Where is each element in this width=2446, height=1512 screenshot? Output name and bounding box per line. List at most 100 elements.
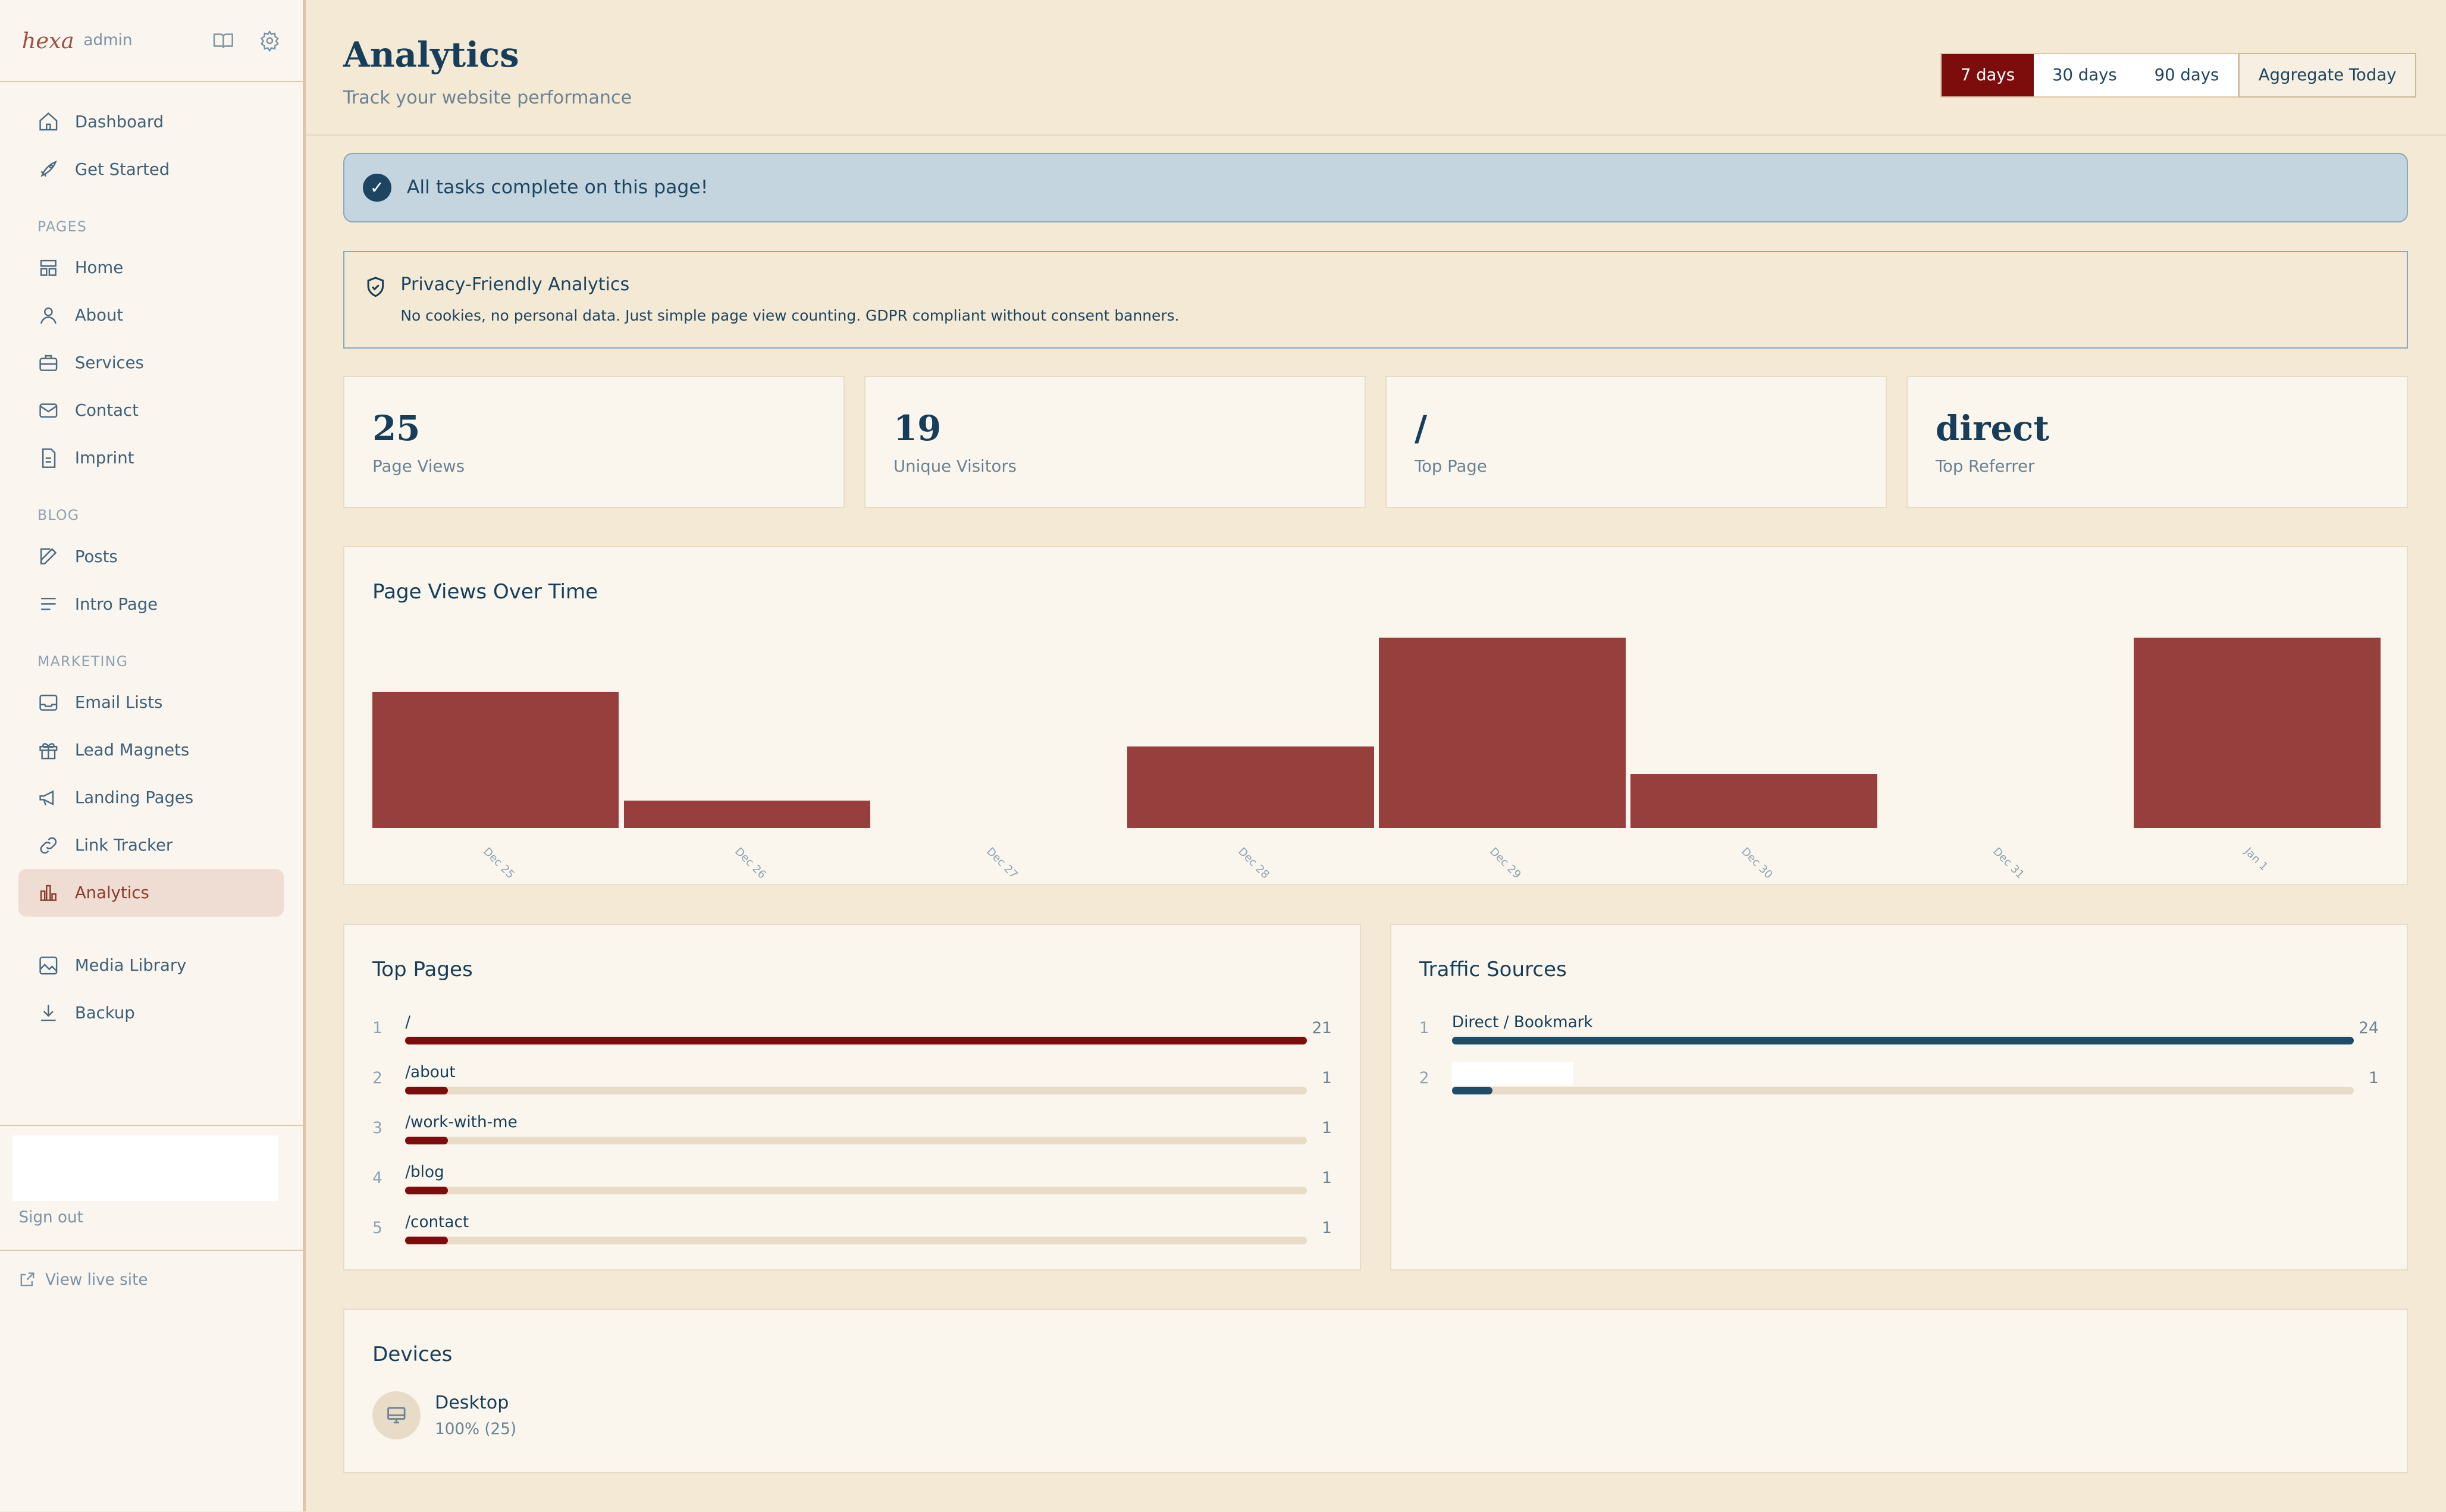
tasks-complete-banner: ✓ All tasks complete on this page! <box>343 153 2408 222</box>
sidebar-item-label: Services <box>74 353 144 373</box>
progress-track <box>405 1087 1307 1095</box>
download-icon <box>41 1005 56 1021</box>
sidebar-item-landing-pages[interactable]: Landing Pages <box>18 774 284 821</box>
rank: 1 <box>1419 1019 1429 1038</box>
sidebar-item-posts[interactable]: Posts <box>18 533 284 581</box>
sidebar-item-label: Link Tracker <box>74 836 173 855</box>
view-live-site-link[interactable]: View live site <box>0 1249 303 1309</box>
row-count: 1 <box>1322 1069 1332 1088</box>
row-label: /about <box>405 1063 456 1081</box>
view-live-label: View live site <box>45 1271 148 1289</box>
logo[interactable]: hexa <box>21 27 74 54</box>
stat-value: direct <box>1935 408 2049 449</box>
x-tick-label: Dec 26 <box>732 845 769 882</box>
list-row[interactable]: 4/blog 1 <box>372 1163 1332 1213</box>
gear-icon[interactable] <box>259 30 281 52</box>
layout-icon <box>40 259 57 276</box>
shield-check-icon <box>367 276 384 297</box>
x-tick-label: Dec 25 <box>480 845 517 882</box>
rank: 2 <box>372 1069 382 1088</box>
book-icon[interactable] <box>212 30 234 52</box>
gift-icon <box>39 743 58 760</box>
row-count: 24 <box>2359 1019 2379 1038</box>
rank: 3 <box>372 1119 382 1138</box>
sidebar-item-email-lists[interactable]: Email Lists <box>18 679 284 727</box>
sidebar-item-label: Get Started <box>74 159 170 179</box>
main: Analytics Track your website performance… <box>306 0 2446 1511</box>
sidebar-item-media-library[interactable]: Media Library <box>18 942 284 989</box>
bar-dec-29 <box>1379 637 1626 828</box>
range-7-days[interactable]: 7 days <box>1942 54 2034 96</box>
progress-fill <box>1451 1037 2354 1045</box>
sidebar-item-label: Landing Pages <box>74 788 194 808</box>
stat-card: 25 Page Views <box>343 376 845 508</box>
stat-label: Top Page <box>1414 456 1487 476</box>
x-tick-label: Dec 31 <box>1990 845 2027 882</box>
file-icon <box>42 448 56 468</box>
megaphone-icon <box>39 790 54 806</box>
progress-fill <box>405 1237 449 1245</box>
sidebar-item-label: Analytics <box>74 883 149 903</box>
sidebar-item-get-started[interactable]: Get Started <box>18 146 284 193</box>
sidebar-item-analytics[interactable]: Analytics <box>18 869 284 917</box>
sidebar-item-backup[interactable]: Backup <box>18 989 284 1037</box>
progress-track <box>405 1137 1307 1145</box>
sidebar-item-about[interactable]: About <box>18 291 284 339</box>
sidebar-item-dashboard[interactable]: Dashboard <box>18 98 284 146</box>
sidebar-item-label: Dashboard <box>74 112 164 131</box>
bar-dec-30 <box>1630 773 1877 828</box>
privacy-notice: Privacy-Friendly Analytics No cookies, n… <box>343 251 2408 349</box>
sidebar-item-contact[interactable]: Contact <box>18 387 284 434</box>
sidebar-item-label: Lead Magnets <box>74 741 190 760</box>
section-heading: BLOG <box>37 507 80 524</box>
device-name: Desktop <box>435 1392 509 1414</box>
sidebar-item-link-tracker[interactable]: Link Tracker <box>18 821 284 869</box>
range-90-days[interactable]: 90 days <box>2154 65 2219 85</box>
lines-icon <box>41 598 56 611</box>
section-heading: MARKETING <box>37 653 128 670</box>
list-row[interactable]: 1 / 21 <box>372 1014 1332 1064</box>
row-label: /blog <box>405 1163 444 1181</box>
sidebar-item-label: Home <box>74 258 124 278</box>
sidebar-item-lead-magnets[interactable]: Lead Magnets <box>18 726 284 774</box>
range-selector: 7 days 30 days 90 days <box>1940 53 2239 98</box>
aggregate-today-button[interactable]: Aggregate Today <box>2238 53 2416 98</box>
page-subtitle: Track your website performance <box>343 87 632 108</box>
stat-card: 19 Unique Visitors <box>864 376 1366 508</box>
list-row[interactable]: 3/work-with-me 1 <box>372 1113 1332 1163</box>
bar-jan-1 <box>2134 637 2381 828</box>
row-label: /work-with-me <box>405 1113 518 1131</box>
progress-fill <box>405 1137 449 1145</box>
sidebar-item-services[interactable]: Services <box>18 339 284 387</box>
row-count: 1 <box>1322 1119 1332 1138</box>
row-count: 1 <box>1322 1219 1332 1238</box>
rank: 2 <box>1419 1069 1429 1088</box>
stat-value: 25 <box>372 408 421 449</box>
sidebar-item-label: Email Lists <box>74 693 163 713</box>
sidebar-item-imprint[interactable]: Imprint <box>18 434 284 482</box>
section-heading: PAGES <box>37 218 87 235</box>
rank: 5 <box>372 1219 382 1238</box>
banner-text: All tasks complete on this page! <box>406 177 708 199</box>
list-row[interactable]: 5/contact 1 <box>372 1213 1332 1263</box>
sign-out-link[interactable]: Sign out <box>18 1208 83 1226</box>
sidebar-item-intro-page[interactable]: Intro Page <box>18 581 284 628</box>
edit-icon <box>40 548 57 565</box>
stat-value: / <box>1414 408 1428 449</box>
mail-icon <box>39 403 58 418</box>
chart-icon <box>40 884 57 901</box>
row-label: / <box>405 1013 411 1031</box>
list-row[interactable]: 1 Direct / Bookmark 24 <box>1419 1014 2379 1064</box>
link-icon <box>40 837 57 854</box>
list-row[interactable]: 2/about 1 <box>372 1064 1332 1113</box>
range-30-days[interactable]: 30 days <box>2052 65 2117 85</box>
bar-dec-25 <box>372 692 619 828</box>
stat-card: direct Top Referrer <box>1906 376 2408 508</box>
brand: hexa admin <box>0 0 303 83</box>
progress-track <box>405 1237 1307 1245</box>
stat-card: / Top Page <box>1385 376 1887 508</box>
sidebar-item-home[interactable]: Home <box>18 244 284 291</box>
sidebar-item-label: Contact <box>74 401 139 421</box>
x-tick-label: Dec 28 <box>1235 845 1272 882</box>
